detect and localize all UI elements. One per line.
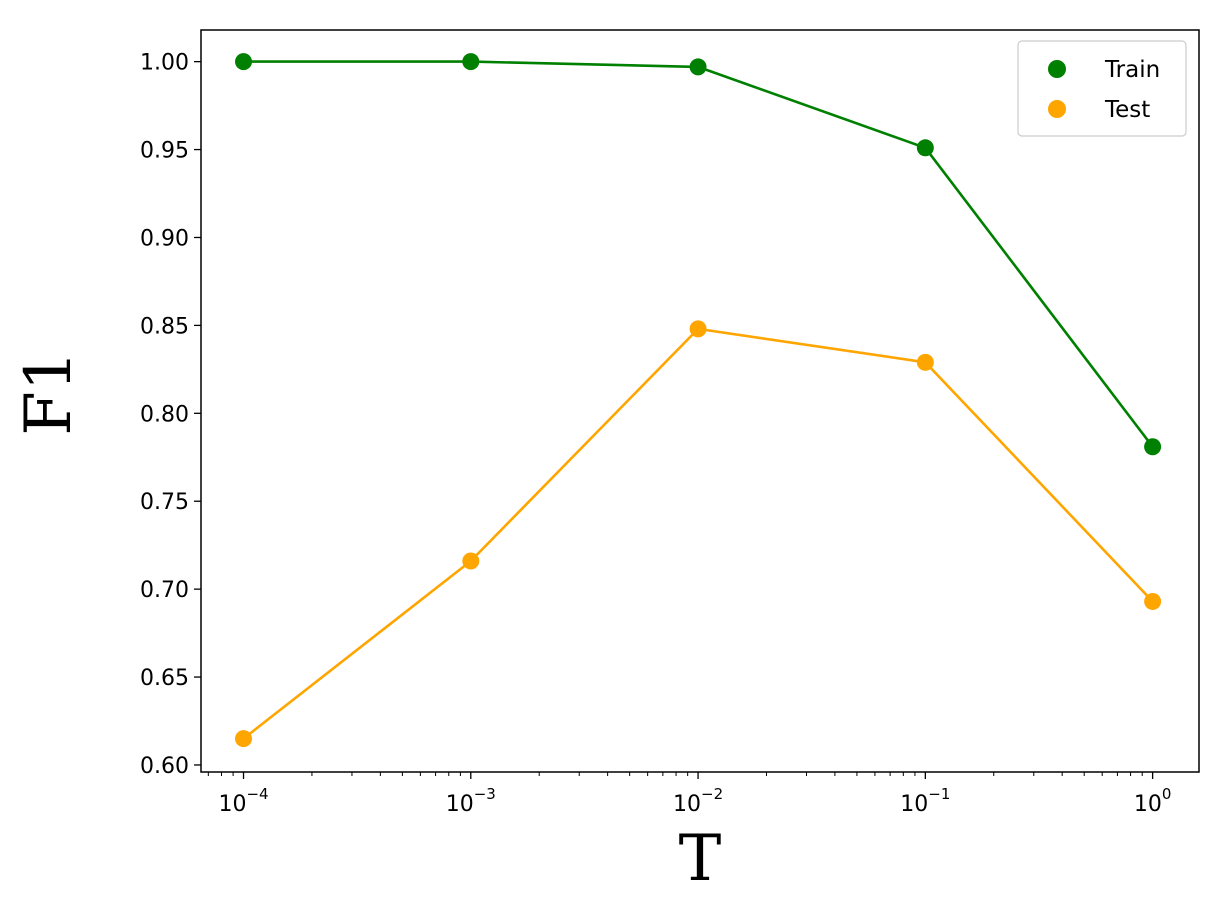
y-tick-label: 0.95	[140, 139, 189, 164]
x-tick-label: 10−1	[900, 785, 950, 817]
y-tick-label: 0.65	[140, 666, 189, 691]
legend-marker-test	[1048, 100, 1066, 118]
x-tick-label: 10−2	[673, 785, 723, 817]
x-axis-title: T	[679, 822, 722, 896]
data-point-test	[916, 353, 934, 371]
y-tick-label: 0.75	[140, 490, 189, 515]
y-tick-label: 0.80	[140, 402, 189, 427]
legend-label-test: Test	[1104, 97, 1150, 123]
y-tick-label: 0.60	[140, 754, 189, 779]
series-layer	[235, 53, 1162, 748]
data-point-test	[235, 730, 253, 748]
legend-label-train: Train	[1104, 57, 1160, 83]
data-point-train	[1144, 438, 1162, 456]
y-tick-label: 0.85	[140, 314, 189, 339]
y-tick-label: 0.90	[140, 226, 189, 251]
y-axis: 0.60 0.65 0.70 0.75 0.80 0.85 0.90 0.95 1.00	[140, 51, 201, 779]
data-point-train	[916, 139, 934, 157]
data-point-train	[235, 53, 253, 71]
data-point-test	[462, 552, 480, 570]
y-axis-title: F1	[12, 350, 86, 435]
plot-frame	[200, 29, 1200, 773]
legend-marker-train	[1048, 60, 1066, 78]
y-tick-label: 1.00	[140, 51, 189, 76]
data-point-test	[689, 320, 707, 338]
legend: Train Test	[1017, 40, 1187, 137]
plot-area	[201, 30, 1199, 772]
data-point-test	[1144, 592, 1162, 610]
x-tick-label: 10−3	[446, 785, 496, 817]
data-point-train	[462, 53, 480, 71]
x-tick-label: 10−4	[218, 785, 268, 817]
y-tick-label: 0.70	[140, 578, 189, 603]
legend-box	[1017, 40, 1187, 137]
data-point-train	[689, 58, 707, 76]
x-axis: 10−4 10−3 10−2 10−1 100	[207, 772, 1172, 817]
x-tick-label: 100	[1134, 785, 1172, 817]
